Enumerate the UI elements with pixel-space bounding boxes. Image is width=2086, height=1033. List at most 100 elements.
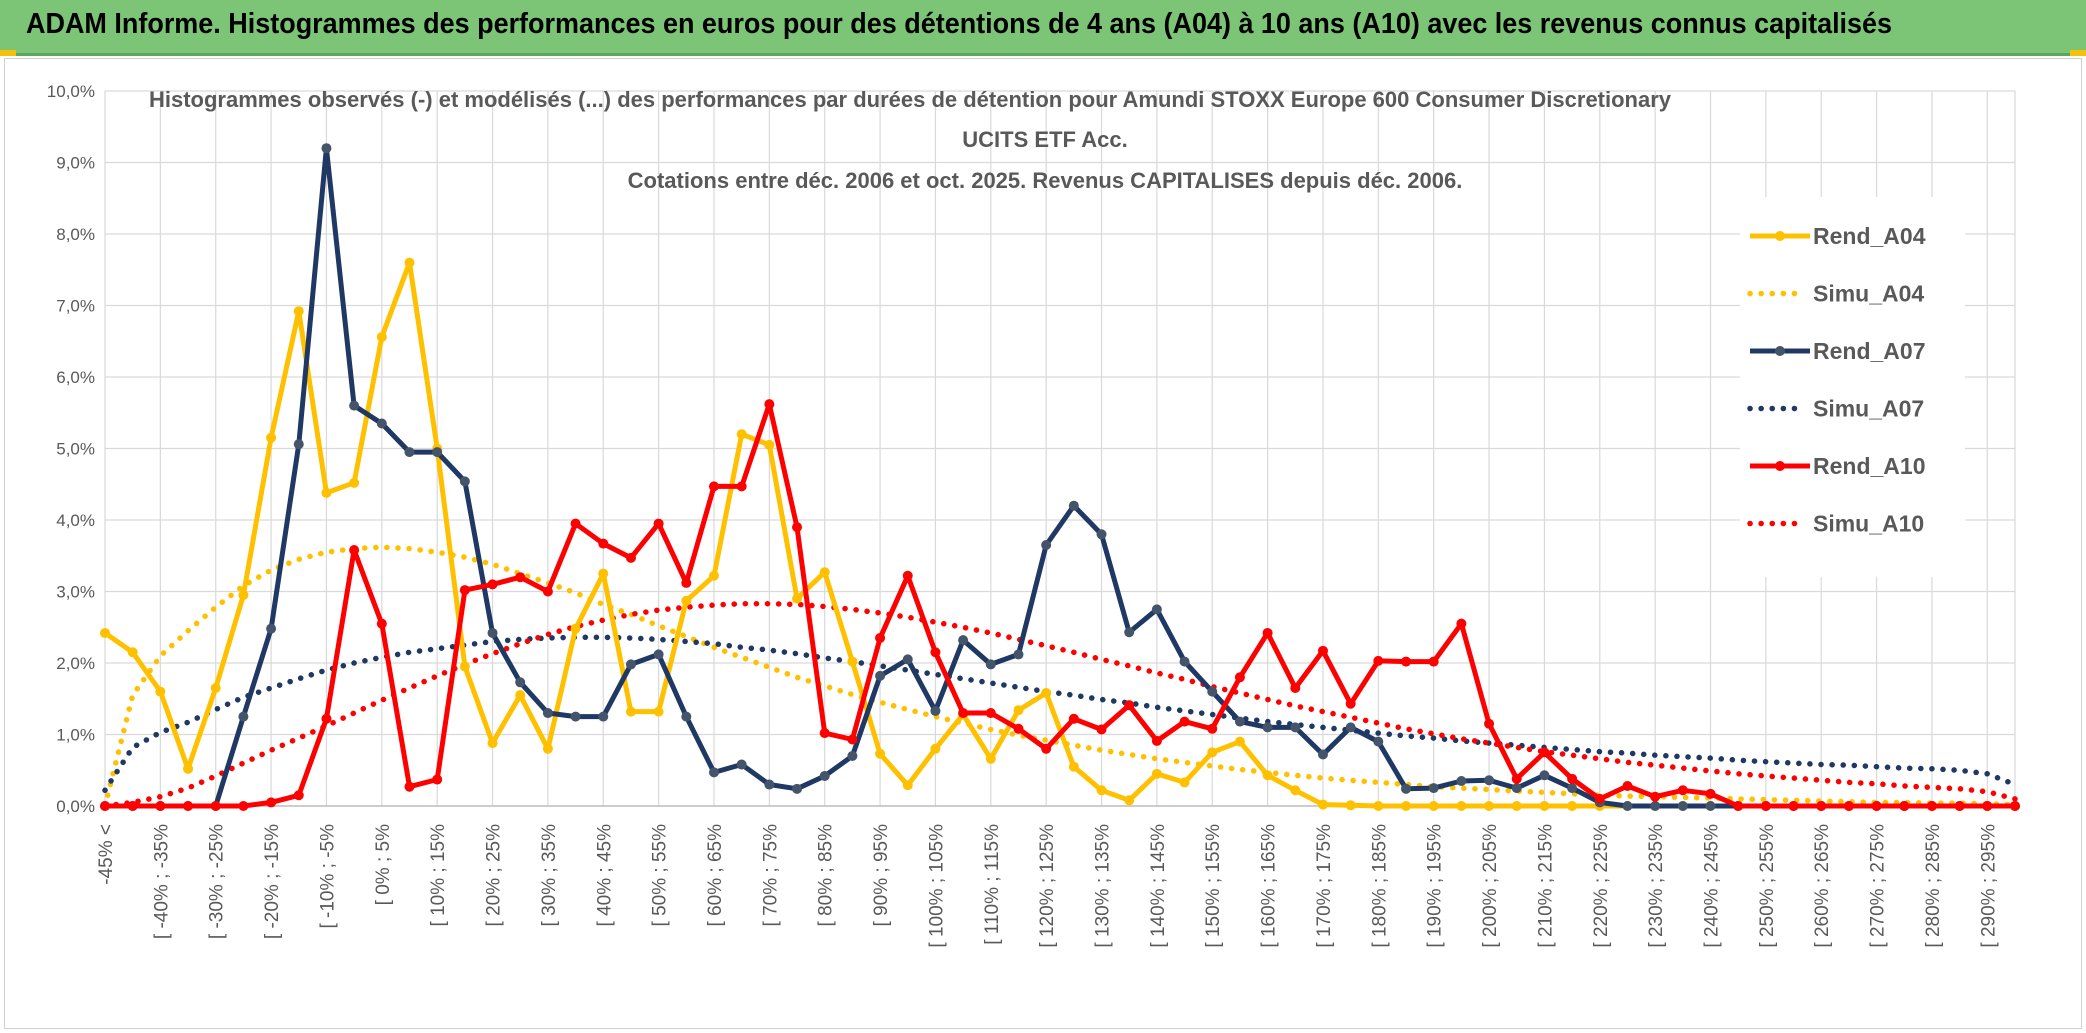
data-point-rend_a04	[570, 623, 581, 634]
data-point-rend_a04	[321, 487, 332, 498]
data-point-rend_a04	[542, 743, 553, 754]
data-point-rend_a10	[1290, 683, 1301, 694]
data-point-rend_a04	[847, 656, 858, 667]
data-point-rend_a10	[1788, 801, 1799, 811]
data-point-rend_a04	[598, 568, 609, 579]
data-point-rend_a07	[432, 447, 443, 458]
y-tick-label: 6,0%	[56, 368, 95, 387]
data-point-rend_a10	[1677, 785, 1688, 796]
data-point-rend_a10	[487, 579, 498, 590]
x-tick-label: [ 130% ; 135%	[1093, 824, 1114, 948]
data-point-rend_a10	[127, 801, 138, 811]
data-point-rend_a10	[210, 801, 221, 811]
data-point-rend_a07	[930, 705, 941, 716]
data-point-rend_a04	[1456, 801, 1467, 811]
data-point-rend_a10	[1705, 788, 1716, 799]
x-tick-label: [ 280% ; 285%	[1923, 824, 1944, 948]
data-point-rend_a07	[1345, 722, 1356, 733]
data-point-rend_a10	[1068, 713, 1079, 724]
data-point-rend_a04	[1484, 801, 1495, 811]
data-point-rend_a10	[681, 577, 692, 588]
data-point-rend_a10	[1345, 698, 1356, 709]
legend-marker	[1775, 461, 1785, 471]
data-point-rend_a10	[1401, 656, 1412, 667]
banner-corner-left	[0, 50, 16, 56]
grid-layer	[104, 90, 2016, 807]
data-point-rend_a07	[1401, 783, 1412, 794]
banner-corner-right	[2070, 50, 2086, 56]
data-point-rend_a04	[902, 780, 913, 791]
data-point-rend_a04	[376, 331, 387, 342]
data-point-rend_a10	[570, 518, 581, 529]
x-tick-label: [ 290% ; 295%	[1978, 824, 1999, 948]
data-point-rend_a07	[1428, 783, 1439, 794]
data-point-rend_a10	[1954, 801, 1965, 811]
y-tick-label: 2,0%	[56, 654, 95, 673]
data-point-rend_a07	[1650, 801, 1661, 811]
data-point-rend_a10	[1567, 773, 1578, 784]
data-point-rend_a10	[902, 570, 913, 581]
data-point-rend_a10	[1816, 801, 1827, 811]
data-point-rend_a10	[266, 797, 277, 808]
y-tick-label: 3,0%	[56, 583, 95, 602]
data-point-rend_a04	[238, 590, 249, 601]
data-point-rend_a07	[1539, 770, 1550, 781]
data-point-rend_a04	[1013, 705, 1024, 716]
series-line-rend_a10	[105, 401, 2015, 809]
data-point-rend_a10	[1843, 801, 1854, 811]
data-point-rend_a07	[1041, 540, 1052, 551]
data-point-rend_a04	[459, 661, 470, 672]
x-tick-label: [ 270% ; 275%	[1868, 824, 1889, 948]
chart-title-line-3: Cotations entre déc. 2006 et oct. 2025. …	[628, 168, 1463, 193]
data-point-rend_a04	[681, 595, 692, 606]
data-point-rend_a10	[459, 585, 470, 596]
data-point-rend_a10	[1733, 801, 1744, 811]
data-point-rend_a10	[1262, 627, 1273, 638]
data-point-rend_a10	[432, 774, 443, 785]
data-point-rend_a04	[875, 748, 886, 759]
data-point-rend_a07	[792, 783, 803, 794]
data-point-rend_a10	[708, 481, 719, 492]
data-point-rend_a10	[1982, 801, 1993, 811]
data-point-rend_a07	[321, 143, 332, 154]
x-tick-label: [ 70% ; 75%	[760, 824, 781, 927]
data-point-rend_a04	[985, 753, 996, 764]
data-point-rend_a10	[1539, 747, 1550, 758]
data-point-rend_a10	[1373, 655, 1384, 666]
data-point-rend_a10	[1926, 801, 1937, 811]
data-point-rend_a07	[1511, 783, 1522, 794]
x-tick-label: [ 40% ; 45%	[594, 824, 615, 927]
data-point-rend_a07	[266, 623, 277, 634]
data-point-rend_a04	[1179, 777, 1190, 788]
x-tick-label: [ 20% ; 25%	[484, 824, 505, 927]
data-point-rend_a04	[1041, 688, 1052, 699]
data-point-rend_a07	[1013, 649, 1024, 660]
data-point-rend_a07	[902, 654, 913, 665]
x-tick-label: [ 180% ; 185%	[1369, 824, 1390, 948]
x-tick-label: [ 0% ; 5%	[373, 824, 394, 905]
data-point-rend_a07	[515, 677, 526, 688]
x-tick-label: [ 10% ; 15%	[428, 824, 449, 927]
series-layer	[100, 143, 2020, 811]
data-point-rend_a07	[1567, 783, 1578, 794]
x-tick-label: [ 60% ; 65%	[705, 824, 726, 927]
x-tick-label: [ 220% ; 225%	[1591, 824, 1612, 948]
data-point-rend_a10	[792, 522, 803, 533]
y-axis: 0,0% 1,0% 2,0% 3,0% 4,0% 5,0% 6,0% 7,0% 8,0% 9,0%…	[47, 82, 95, 816]
x-tick-label: [ -40% ; -35%	[151, 824, 172, 939]
data-point-rend_a04	[1151, 768, 1162, 779]
data-point-rend_a04	[708, 570, 719, 581]
data-point-rend_a10	[349, 545, 360, 556]
data-point-rend_a10	[1151, 735, 1162, 746]
x-tick-label: [ 170% ; 175%	[1314, 824, 1335, 948]
legend-label: Rend_A10	[1813, 453, 1925, 479]
chart-title-line-1: Histogrammes observés (-) et modélisés (…	[149, 87, 1672, 112]
data-point-rend_a07	[1456, 775, 1467, 786]
data-point-rend_a04	[210, 683, 221, 694]
y-tick-label: 10,0%	[47, 82, 95, 101]
legend-label: Rend_A04	[1813, 223, 1926, 249]
x-tick-label: [ 210% ; 215%	[1535, 824, 1556, 948]
data-point-rend_a07	[487, 627, 498, 638]
y-tick-label: 8,0%	[56, 225, 95, 244]
legend-marker	[1775, 346, 1785, 356]
